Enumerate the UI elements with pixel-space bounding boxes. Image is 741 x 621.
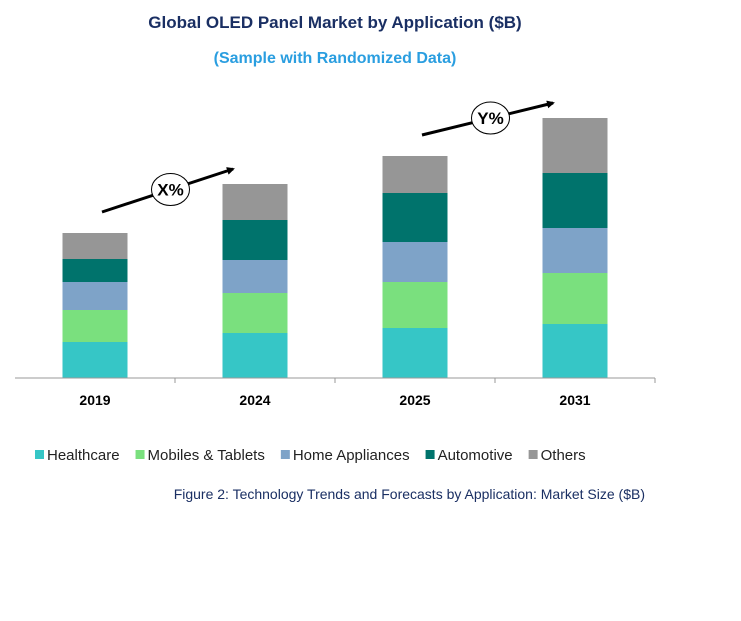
legend-swatch xyxy=(35,450,44,459)
bars xyxy=(62,118,608,378)
bar-2031-home-appliances xyxy=(542,228,608,273)
bar-2024-automotive xyxy=(222,220,288,260)
bar-2025-mobiles-tablets xyxy=(382,282,448,328)
x-tick-label: 2024 xyxy=(239,392,270,408)
bar-2031-healthcare xyxy=(542,324,608,378)
bar-2025-others xyxy=(382,156,448,193)
legend-label: Mobiles & Tablets xyxy=(148,447,265,464)
x-tick-label: 2019 xyxy=(79,392,110,408)
cagr-label: Y% xyxy=(477,109,503,128)
cagr-label: X% xyxy=(157,181,183,200)
growth-annotations: X% Y% xyxy=(101,100,555,214)
bar-2031-mobiles-tablets xyxy=(542,273,608,324)
legend-swatch xyxy=(528,450,538,459)
figure-caption: Figure 2: Technology Trends and Forecast… xyxy=(174,486,645,502)
bar-2024-others xyxy=(222,184,288,220)
legend: Healthcare Mobiles & Tablets Home Applianc… xyxy=(35,447,586,464)
bar-2019-others xyxy=(62,233,128,259)
x-axis: 2019 2024 2025 2031 xyxy=(15,377,656,408)
legend-swatch xyxy=(135,450,145,459)
bar-2024-healthcare xyxy=(222,333,288,378)
legend-label: Others xyxy=(541,447,586,464)
legend-swatch xyxy=(425,450,435,459)
cagr-bubble xyxy=(471,101,510,135)
legend-label: Healthcare xyxy=(47,447,120,464)
legend-swatch xyxy=(280,450,290,459)
legend-label: Automotive xyxy=(438,447,513,464)
legend-label: Home Appliances xyxy=(293,447,410,464)
bar-2024-home-appliances xyxy=(222,260,288,293)
bar-2031-others xyxy=(542,118,608,173)
bar-2031-automotive xyxy=(542,173,608,228)
chart-subtitle: (Sample with Randomized Data) xyxy=(214,50,457,67)
bar-2019-home-appliances xyxy=(62,282,128,310)
bar-2024-mobiles-tablets xyxy=(222,293,288,333)
bar-2025-automotive xyxy=(382,193,448,242)
cagr-bubble xyxy=(151,173,190,206)
bar-2019-mobiles-tablets xyxy=(62,310,128,342)
bar-2025-home-appliances xyxy=(382,242,448,282)
x-tick-label: 2031 xyxy=(559,392,590,408)
bar-2019-healthcare xyxy=(62,342,128,378)
x-tick-label: 2025 xyxy=(399,392,430,408)
bar-2025-healthcare xyxy=(382,328,448,378)
bar-2019-automotive xyxy=(62,259,128,282)
chart-title: Global OLED Panel Market by Application … xyxy=(148,13,521,32)
